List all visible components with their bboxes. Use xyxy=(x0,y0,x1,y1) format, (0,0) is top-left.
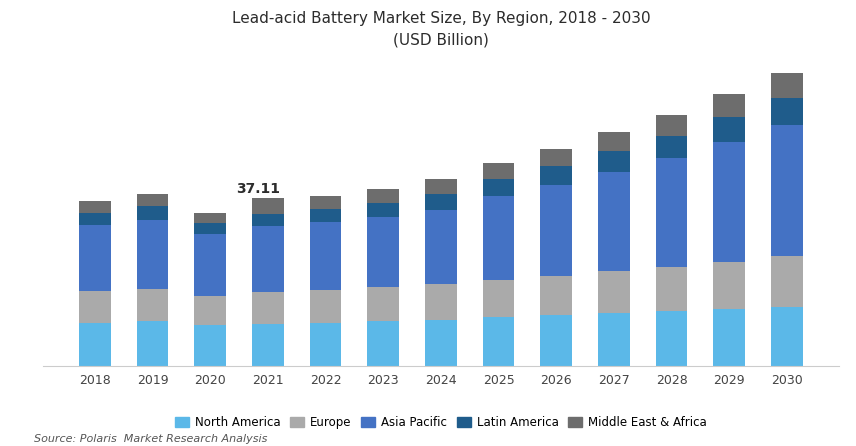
Bar xyxy=(367,322,399,366)
Bar xyxy=(483,196,514,280)
Bar xyxy=(656,311,687,366)
Bar xyxy=(137,206,169,220)
Bar xyxy=(252,214,283,226)
Bar xyxy=(483,163,514,179)
Bar xyxy=(425,210,457,284)
Bar xyxy=(483,317,514,366)
Bar xyxy=(310,290,342,323)
Bar xyxy=(425,284,457,319)
Text: Source: Polaris  Market Research Analysis: Source: Polaris Market Research Analysis xyxy=(34,434,268,444)
Bar xyxy=(483,179,514,196)
Bar xyxy=(425,319,457,366)
Bar xyxy=(79,291,110,323)
Bar xyxy=(540,149,572,166)
Bar xyxy=(598,132,630,151)
Bar xyxy=(540,185,572,276)
Bar xyxy=(713,309,745,366)
Bar xyxy=(79,202,110,213)
Bar xyxy=(540,315,572,366)
Bar xyxy=(771,73,803,98)
Bar xyxy=(540,166,572,185)
Bar xyxy=(425,194,457,210)
Bar xyxy=(310,222,342,290)
Bar xyxy=(771,125,803,256)
Bar xyxy=(540,276,572,315)
Bar xyxy=(598,271,630,313)
Bar xyxy=(598,172,630,271)
Bar xyxy=(137,194,169,206)
Bar xyxy=(310,323,342,366)
Bar xyxy=(598,151,630,172)
Bar xyxy=(713,117,745,142)
Bar xyxy=(252,292,283,324)
Bar xyxy=(79,213,110,225)
Bar xyxy=(656,116,687,136)
Bar xyxy=(367,217,399,287)
Bar xyxy=(656,267,687,311)
Bar xyxy=(771,307,803,366)
Title: Lead-acid Battery Market Size, By Region, 2018 - 2030
(USD Billion): Lead-acid Battery Market Size, By Region… xyxy=(231,11,651,47)
Bar xyxy=(252,226,283,292)
Legend: North America, Europe, Asia Pacific, Latin America, Middle East & Africa: North America, Europe, Asia Pacific, Lat… xyxy=(170,412,711,434)
Bar xyxy=(252,198,283,214)
Bar xyxy=(194,213,226,223)
Bar xyxy=(137,220,169,289)
Bar xyxy=(194,325,226,366)
Bar xyxy=(79,323,110,366)
Bar xyxy=(367,203,399,217)
Bar xyxy=(713,262,745,309)
Bar xyxy=(79,225,110,291)
Text: 37.11: 37.11 xyxy=(236,182,280,196)
Bar xyxy=(483,280,514,317)
Bar xyxy=(656,136,687,158)
Bar xyxy=(310,196,342,209)
Bar xyxy=(713,142,745,262)
Bar xyxy=(194,235,226,296)
Bar xyxy=(252,324,283,366)
Bar xyxy=(137,289,169,322)
Bar xyxy=(771,256,803,307)
Bar xyxy=(598,313,630,366)
Bar xyxy=(310,209,342,222)
Bar xyxy=(137,322,169,366)
Bar xyxy=(656,158,687,267)
Bar xyxy=(194,296,226,325)
Bar xyxy=(713,94,745,117)
Bar xyxy=(771,98,803,125)
Bar xyxy=(425,179,457,194)
Bar xyxy=(367,189,399,203)
Bar xyxy=(194,223,226,235)
Bar xyxy=(367,287,399,322)
